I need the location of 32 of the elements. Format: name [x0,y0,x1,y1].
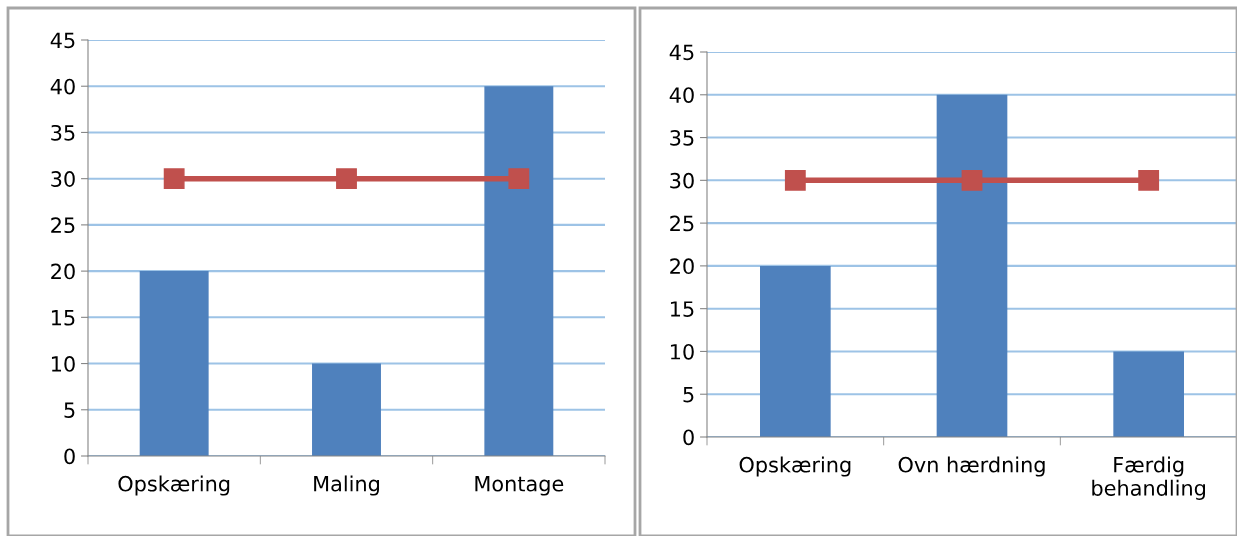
y-tick-label: 25 [670,215,694,232]
x-tick-label: Opskæring [739,456,851,477]
y-tick-label: 5 [683,386,694,403]
bar [312,363,381,456]
y-tick-label: 10 [670,343,694,360]
y-tick-label: 40 [50,78,75,95]
y-tick-label: 45 [50,32,75,49]
y-tick-label: 35 [670,130,694,146]
y-tick-label: 40 [669,87,694,103]
y-tick-label: 20 [670,258,694,275]
x-tick-label: Maling [314,475,379,496]
y-tick-label: 0 [683,429,694,446]
y-tick-label: 5 [64,402,75,418]
bar [760,265,831,437]
bar [139,271,209,456]
bar [936,94,1008,437]
y-tick-label: 10 [51,356,75,372]
y-tick-label: 20 [51,263,75,280]
y-tick-label: 25 [51,217,75,234]
x-tick-label: Opskæring [118,475,230,496]
y-tick-label: 35 [51,124,75,141]
bar [1113,351,1184,437]
y-tick-label: 15 [670,301,694,317]
y-tick-label: 30 [670,172,694,189]
x-tick-label: Ovn hærdning [898,456,1045,477]
y-tick-label: 15 [51,310,75,326]
x-tick-label: Færdig behandling [1092,456,1205,500]
y-tick-label: 30 [51,171,75,187]
bar [484,86,554,456]
x-tick-label: Montage [475,476,564,496]
y-tick-label: 45 [669,44,694,61]
y-tick-label: 0 [64,448,75,465]
